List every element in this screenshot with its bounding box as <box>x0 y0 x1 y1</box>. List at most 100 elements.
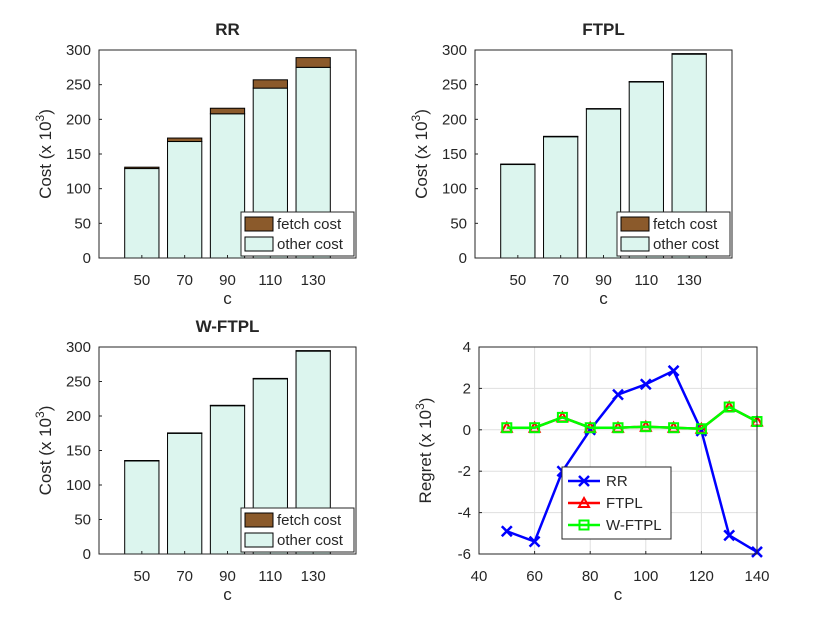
series-W-FTPL <box>501 401 763 435</box>
legend-swatch <box>244 512 274 528</box>
x-tick-label: 120 <box>689 568 714 585</box>
legend-label: other cost <box>653 236 720 253</box>
y-axis-label-close: ) <box>416 398 435 404</box>
x-axis-label: c <box>223 585 232 604</box>
legend: fetch cost other cost <box>616 211 731 257</box>
x-axis-label: c <box>223 289 232 308</box>
y-tick-label: 250 <box>66 374 91 391</box>
legend: fetch cost other cost <box>240 211 355 257</box>
bar-fetch-cost-110 <box>628 81 664 83</box>
legend-marker <box>578 475 590 487</box>
x-tick-label: 110 <box>634 272 658 289</box>
y-tick-label: 150 <box>442 146 467 163</box>
data-point-W-FTPL-100 <box>640 421 652 433</box>
y-tick-label: 100 <box>66 477 91 494</box>
axes-box <box>478 346 758 555</box>
data-point-W-FTPL-110 <box>668 422 680 434</box>
bar-fetch-cost-70 <box>167 137 203 143</box>
chart-panel-4: 40 60 80 100 120 140 -6 -4 -2 0 2 4 RR FTPL W-FTPL c Reg… <box>413 339 770 604</box>
legend-label: FTPL <box>606 495 643 512</box>
x-tick-label: 50 <box>133 272 150 289</box>
legend-label: RR <box>606 473 628 490</box>
axes-box <box>474 49 733 259</box>
y-tick-label: 0 <box>463 422 471 439</box>
bar-fetch-cost-110 <box>252 79 288 89</box>
x-axis-label: c <box>614 585 623 604</box>
bar-fetch-cost-90 <box>209 404 246 407</box>
chart-title: RR <box>215 20 240 39</box>
y-axis-label: Cost (x 103) <box>33 109 55 199</box>
legend-swatch <box>244 216 274 232</box>
y-axis-label: Cost (x 103) <box>33 406 55 496</box>
y-tick-label: 300 <box>66 42 91 59</box>
legend: fetch cost other cost <box>240 507 355 553</box>
bar-fetch-cost-130 <box>671 53 707 55</box>
data-point-W-FTPL-130 <box>723 401 735 413</box>
x-tick-label: 110 <box>258 272 282 289</box>
legend-swatch <box>244 236 274 252</box>
legend: RR FTPL W-FTPL <box>561 466 672 540</box>
data-point-RR-110 <box>667 364 680 377</box>
bar-other-cost-50 <box>124 460 160 555</box>
y-tick-label: 50 <box>450 215 467 232</box>
legend-swatch <box>620 216 650 232</box>
bar-fetch-cost-50 <box>124 460 160 462</box>
bar-fetch-cost-90 <box>585 108 622 110</box>
legend-marker <box>578 519 590 531</box>
chart-title: W-FTPL <box>196 317 260 336</box>
bar-other-cost-70 <box>167 432 203 555</box>
y-tick-label: 0 <box>83 250 91 267</box>
y-tick-label: 50 <box>74 215 91 232</box>
y-axis-label-exponent: 3 <box>33 114 47 121</box>
chart-panel-1: 0 50 100 150 200 250 300 50 70 90 110 130 fetch cost… <box>33 20 357 308</box>
bar-fetch-cost-70 <box>543 135 579 138</box>
x-tick-label: 80 <box>582 568 599 585</box>
y-axis-label: Cost (x 103) <box>409 109 431 199</box>
bar-fetch-cost-70 <box>167 432 203 434</box>
x-tick-label: 90 <box>219 568 236 585</box>
y-axis-label-exponent: 3 <box>409 114 423 121</box>
data-point-RR-90 <box>612 388 624 401</box>
bar-fetch-cost-130 <box>295 57 331 68</box>
y-axis-label-close: ) <box>36 406 55 412</box>
y-axis-label-text: Cost (x 10 <box>36 418 55 495</box>
bar-other-cost-70 <box>167 141 203 259</box>
y-tick-label: 50 <box>74 512 91 529</box>
bar-other-cost-90 <box>209 113 246 259</box>
bar-other-cost-90 <box>585 108 622 259</box>
legend-label: other cost <box>277 532 344 549</box>
y-tick-label: 0 <box>459 250 467 267</box>
bar-fetch-cost-110 <box>252 377 288 380</box>
y-tick-label: 150 <box>66 443 91 460</box>
data-point-RR-130 <box>723 529 736 542</box>
y-tick-label: 150 <box>66 146 91 163</box>
y-tick-label: 250 <box>442 77 467 94</box>
legend-label: W-FTPL <box>606 517 662 534</box>
legend-label: fetch cost <box>277 216 342 233</box>
data-point-W-FTPL-120 <box>695 423 707 435</box>
chart-panel-2: 0 50 100 150 200 250 300 50 70 90 110 130 fetch cost… <box>409 20 733 308</box>
data-point-RR-60 <box>528 535 541 548</box>
y-tick-label: -2 <box>458 463 471 480</box>
x-tick-label: 90 <box>219 272 236 289</box>
y-tick-label: 4 <box>463 339 471 356</box>
legend-marker <box>577 495 591 508</box>
x-tick-label: 70 <box>552 272 569 289</box>
x-tick-label: 130 <box>301 272 326 289</box>
y-tick-label: 300 <box>66 339 91 356</box>
y-tick-label: -6 <box>458 546 471 563</box>
axes-box <box>98 346 357 555</box>
data-point-W-FTPL-60 <box>529 422 541 434</box>
bar-other-cost-90 <box>209 405 246 555</box>
y-axis-label-exponent: 3 <box>413 403 427 410</box>
y-tick-label: 100 <box>66 181 91 198</box>
legend-label: other cost <box>277 236 344 253</box>
y-axis-label-text: Regret (x 10 <box>416 410 435 504</box>
legend-swatch <box>620 236 650 252</box>
y-tick-label: 200 <box>66 111 91 128</box>
x-tick-label: 130 <box>301 568 326 585</box>
y-tick-label: 250 <box>66 77 91 94</box>
y-tick-label: 100 <box>442 181 467 198</box>
y-tick-label: -4 <box>458 505 471 522</box>
